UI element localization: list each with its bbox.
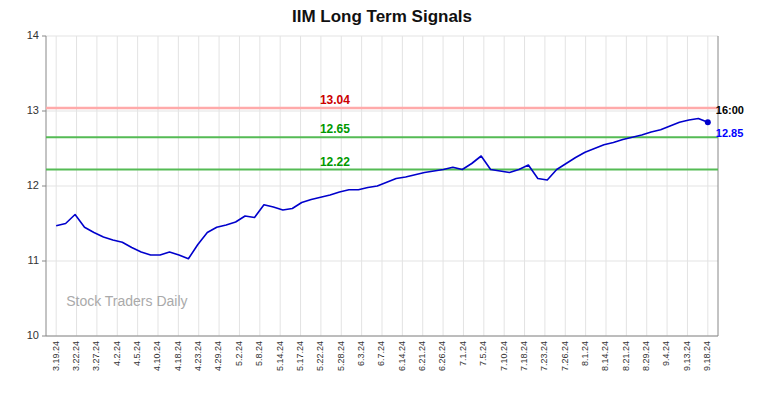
x-tick-label: 3.27.24 — [91, 341, 101, 371]
x-tick-label: 4.5.24 — [132, 341, 142, 366]
y-tick — [42, 111, 46, 112]
x-tick-label: 9.18.24 — [702, 341, 712, 371]
x-tick-label: 8.29.24 — [641, 341, 651, 371]
x-tick-label: 6.14.24 — [397, 341, 407, 371]
x-tick-label: 8.21.24 — [621, 341, 631, 371]
x-tick-label: 4.2.24 — [112, 341, 122, 366]
y-tick-label: 14 — [27, 29, 39, 41]
reference-label: 12.22 — [320, 155, 350, 169]
x-tick-label: 5.2.24 — [234, 341, 244, 366]
x-tick-label: 7.10.24 — [499, 341, 509, 371]
y-tick-label: 10 — [27, 329, 39, 341]
y-tick — [42, 336, 46, 337]
plot-area — [46, 108, 718, 259]
x-tick-label: 4.23.24 — [193, 341, 203, 371]
reference-line — [46, 169, 718, 171]
x-tick-label: 7.18.24 — [519, 341, 529, 371]
y-tick-label: 13 — [27, 104, 39, 116]
grid-line-y — [46, 261, 718, 262]
title: IIM Long Term Signals — [292, 7, 472, 26]
x-tick-label: 7.1.24 — [458, 341, 468, 366]
y-tick-label: 12 — [27, 179, 39, 191]
x-tick-label: 7.26.24 — [560, 341, 570, 371]
annotation-time: 16:00 — [716, 104, 744, 116]
y-tick-label: 11 — [28, 254, 39, 266]
x-tick-label: 3.19.24 — [51, 341, 61, 371]
x-tick-label: 5.14.24 — [275, 341, 285, 371]
x-tick-label: 6.26.24 — [437, 341, 447, 371]
x-tick-label: 8.14.24 — [600, 341, 610, 371]
x-tick-label: 6.7.24 — [376, 341, 386, 366]
chart: 10 11 12 13 14 3.19.24 3.22.24 3.27.24 4.2.24 4.5… — [0, 0, 784, 398]
x-tick-label: 4.29.24 — [213, 341, 223, 371]
grid-line-y — [46, 36, 718, 37]
background — [0, 0, 784, 398]
grid-line-y — [46, 336, 718, 337]
x-tick-label: 9.13.24 — [682, 341, 692, 371]
axis-bottom — [46, 336, 718, 337]
x-tick-label: 4.18.24 — [173, 341, 183, 371]
y-tick — [42, 261, 46, 262]
axis-right — [718, 36, 719, 336]
reference-line — [46, 136, 718, 138]
price-line — [56, 119, 708, 259]
x-tick-label: 6.3.24 — [356, 341, 366, 366]
x-tick-label: 4.10.24 — [152, 341, 162, 371]
reference-line — [46, 107, 718, 110]
watermark: Stock Traders Daily — [66, 293, 187, 309]
x-tick-label: 5.17.24 — [295, 341, 305, 371]
y-tick — [42, 36, 46, 37]
x-tick-label: 8.1.24 — [580, 341, 590, 366]
x-tick-label: 6.21.24 — [417, 341, 427, 371]
x-tick-label: 5.22.24 — [315, 341, 325, 371]
x-tick-label: 5.28.24 — [336, 341, 346, 371]
x-tick-label: 5.8.24 — [254, 341, 264, 366]
annotation-price: 12.85 — [716, 127, 744, 139]
reference-label: 13.04 — [320, 93, 350, 107]
x-tick-label: 7.23.24 — [539, 341, 549, 371]
x-tick-label: 9.4.24 — [661, 341, 671, 366]
endpoint-dot — [705, 119, 711, 125]
x-tick-label: 7.5.24 — [478, 341, 488, 366]
reference-label: 12.65 — [320, 122, 350, 136]
x-tick-label: 3.22.24 — [71, 341, 81, 371]
grid-line-y — [46, 186, 718, 187]
grid-line-y — [46, 111, 718, 112]
y-tick — [42, 186, 46, 187]
